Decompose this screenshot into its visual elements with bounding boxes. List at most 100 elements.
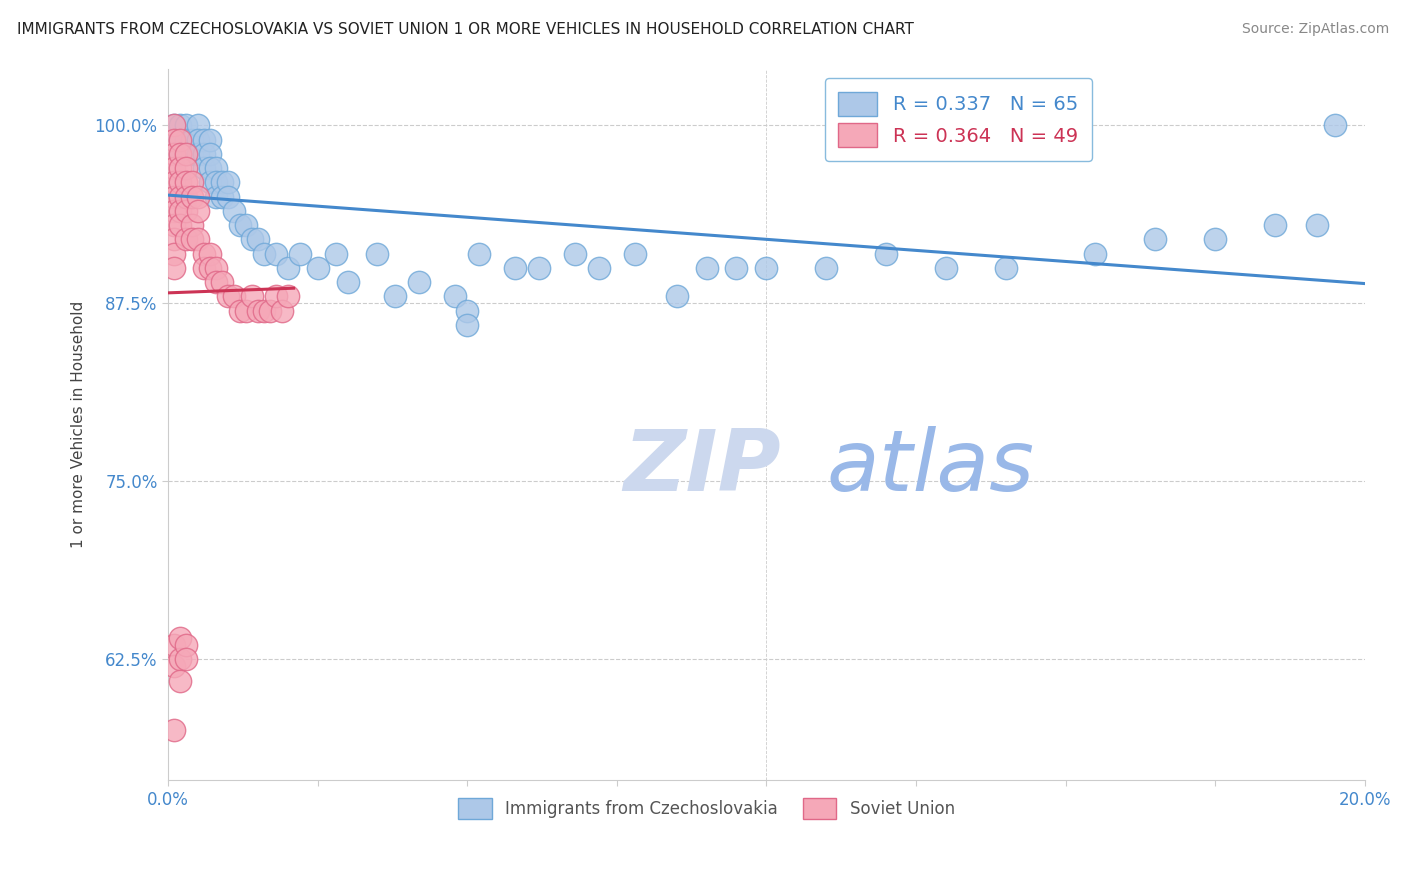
Point	[174, 638, 197, 652]
Point	[217, 289, 239, 303]
Point	[174, 119, 197, 133]
Point	[169, 161, 191, 176]
Point	[174, 133, 197, 147]
Point	[163, 218, 186, 232]
Point	[169, 133, 191, 147]
Point	[181, 133, 204, 147]
Point	[163, 161, 186, 176]
Point	[755, 260, 778, 275]
Text: atlas: atlas	[827, 425, 1035, 508]
Point	[163, 133, 186, 147]
Point	[456, 303, 478, 318]
Point	[205, 189, 228, 203]
Point	[198, 246, 221, 260]
Point	[253, 303, 276, 318]
Point	[163, 119, 186, 133]
Point	[325, 246, 347, 260]
Point	[193, 147, 215, 161]
Point	[253, 246, 276, 260]
Point	[181, 147, 204, 161]
Point	[259, 303, 281, 318]
Point	[193, 260, 215, 275]
Point	[588, 260, 610, 275]
Point	[169, 631, 191, 645]
Point	[163, 189, 186, 203]
Point	[935, 260, 957, 275]
Point	[163, 659, 186, 673]
Point	[222, 203, 245, 218]
Point	[994, 260, 1017, 275]
Point	[264, 246, 287, 260]
Point	[169, 218, 191, 232]
Point	[211, 175, 233, 189]
Point	[169, 203, 191, 218]
Point	[181, 175, 204, 189]
Point	[163, 232, 186, 246]
Point	[193, 161, 215, 176]
Point	[181, 218, 204, 232]
Point	[169, 673, 191, 688]
Point	[193, 133, 215, 147]
Point	[336, 275, 359, 289]
Point	[187, 133, 209, 147]
Point	[169, 133, 191, 147]
Point	[163, 119, 186, 133]
Point	[1306, 218, 1329, 232]
Point	[198, 161, 221, 176]
Point	[235, 218, 257, 232]
Point	[163, 147, 186, 161]
Point	[174, 203, 197, 218]
Point	[169, 147, 191, 161]
Point	[163, 246, 186, 260]
Point	[277, 260, 299, 275]
Point	[163, 175, 186, 189]
Point	[174, 652, 197, 666]
Point	[174, 161, 197, 176]
Point	[229, 218, 252, 232]
Point	[205, 260, 228, 275]
Point	[169, 189, 191, 203]
Point	[169, 147, 191, 161]
Point	[1264, 218, 1286, 232]
Point	[665, 289, 688, 303]
Point	[623, 246, 645, 260]
Point	[384, 289, 406, 303]
Point	[1084, 246, 1107, 260]
Point	[456, 318, 478, 332]
Point	[366, 246, 388, 260]
Point	[198, 260, 221, 275]
Point	[211, 189, 233, 203]
Point	[444, 289, 467, 303]
Point	[222, 289, 245, 303]
Point	[205, 161, 228, 176]
Text: ZIP: ZIP	[623, 425, 780, 508]
Point	[264, 289, 287, 303]
Point	[169, 652, 191, 666]
Point	[1144, 232, 1167, 246]
Point	[205, 275, 228, 289]
Point	[875, 246, 897, 260]
Text: IMMIGRANTS FROM CZECHOSLOVAKIA VS SOVIET UNION 1 OR MORE VEHICLES IN HOUSEHOLD C: IMMIGRANTS FROM CZECHOSLOVAKIA VS SOVIET…	[17, 22, 914, 37]
Point	[198, 147, 221, 161]
Point	[174, 175, 197, 189]
Text: Source: ZipAtlas.com: Source: ZipAtlas.com	[1241, 22, 1389, 37]
Point	[187, 203, 209, 218]
Point	[246, 303, 269, 318]
Point	[181, 189, 204, 203]
Point	[246, 232, 269, 246]
Point	[217, 189, 239, 203]
Point	[181, 232, 204, 246]
Point	[277, 289, 299, 303]
Point	[187, 232, 209, 246]
Point	[1323, 119, 1346, 133]
Point	[240, 232, 263, 246]
Y-axis label: 1 or more Vehicles in Household: 1 or more Vehicles in Household	[72, 301, 86, 548]
Point	[163, 723, 186, 738]
Point	[174, 147, 197, 161]
Point	[288, 246, 311, 260]
Point	[1204, 232, 1226, 246]
Point	[270, 303, 292, 318]
Point	[187, 147, 209, 161]
Point	[163, 133, 186, 147]
Point	[163, 638, 186, 652]
